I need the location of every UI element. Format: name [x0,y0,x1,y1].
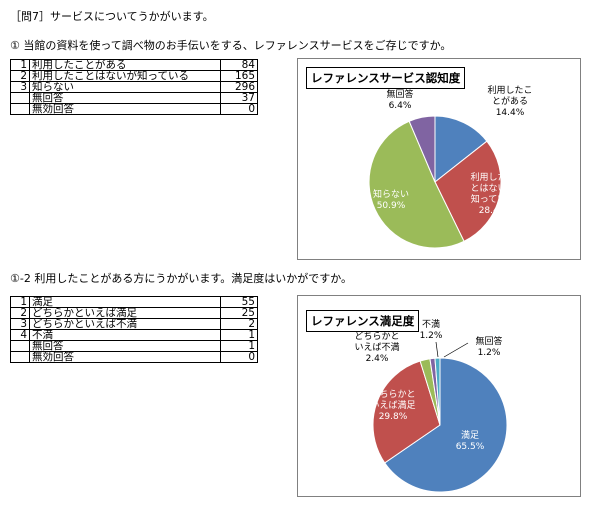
satisfaction-chart: レファレンス満足度 満足 65.5% どちらかと いえば満足 29.8% どちらかと いえば… [297,295,581,497]
awareness-chart-title: レファレンスサービス認知度 [306,67,466,89]
pie-slice [408,115,436,183]
slice-category-label: 無回答 [386,88,413,100]
slice-value-label: 6.4% [389,101,412,111]
table-cell-value: 55 [220,296,258,308]
table-cell-no: 1 [10,59,30,71]
table-row: 無効回答 0 [10,351,258,363]
satisfaction-pie: 満足65.5%どちらかといえば満足29.8%どちらかといえば不満2.4%不満1.… [354,319,508,493]
table-row: 4 不満 1 [10,329,258,341]
slice-value-label: 28.4% [479,206,508,216]
pie-slice [372,360,441,464]
slice-category-label: とはないが [470,182,515,194]
table-cell-label: 無回答 [29,340,221,352]
table-cell-no: 1 [10,296,30,308]
slice-category-label: 利用したこ [487,84,532,96]
slice-category-label: 満足 [461,430,479,441]
table-cell-no: 2 [10,307,30,319]
table-cell-label: 知らない [29,81,221,93]
table-cell-label: 無回答 [29,92,221,104]
q2-question: ①-2 利用したことがある方にうかがいます。満足度はいかがですか。 [10,272,353,285]
table-cell-value: 0 [220,351,258,363]
slice-category-label: いえば満足 [370,400,415,411]
table-cell-label: 無効回答 [29,351,221,363]
slice-value-label: 14.4% [496,108,525,118]
slice-category-label: 利用したこ [470,171,515,183]
section-header: ［問7］サービスについてうかがいます。 [10,10,214,23]
pie-slice [434,140,502,242]
table-row: 無回答 37 [10,92,258,104]
slice-value-label: 2.4% [366,354,389,364]
table-cell-label: どちらかといえば不満 [29,318,221,330]
table-row: 2 利用したことはないが知っている 165 [10,70,258,82]
table-cell-label: 利用したことがある [29,59,221,71]
table-cell-value: 296 [220,81,258,93]
table-row: 無効回答 0 [10,103,258,115]
table-row: 無回答 1 [10,340,258,352]
table-cell-label: 不満 [29,329,221,341]
table-cell-no [10,351,30,363]
q1-question: ① 当館の資料を使って調べ物のお手伝いをする、レファレンスサービスをご存じですか… [10,39,452,52]
table-row: 3 知らない 296 [10,81,258,93]
satisfaction-chart-title: レファレンス満足度 [306,310,420,332]
table-row: 1 満足 55 [10,296,258,308]
awareness-chart: レファレンスサービス認知度 利用したこ とがある 14.4% 利用したこ とはないが 知っ… [297,58,581,260]
table-row: 3 どちらかといえば不満 2 [10,318,258,330]
q1-table: 1 利用したことがある 84 2 利用したことはないが知っている 165 3 知らない 296 無… [10,59,258,115]
slice-value-label: 29.8% [379,412,408,422]
table-cell-value: 1 [220,329,258,341]
slice-category-label: どちらかと [354,331,399,342]
table-cell-no: 2 [10,70,30,82]
table-row: 1 利用したことがある 84 [10,59,258,71]
table-cell-label: 満足 [29,296,221,308]
pie-slice [434,115,488,184]
pie-slice [384,357,508,493]
table-cell-value: 25 [220,307,258,319]
table-cell-value: 2 [220,318,258,330]
table-cell-label: どちらかといえば満足 [29,307,221,319]
leader-line [435,341,439,358]
table-cell-no [10,340,30,352]
table-cell-no [10,103,30,115]
awareness-pie: 利用したことがある14.4%利用したことはないが知っている28.4%知らない50… [368,84,533,249]
table-row: 2 どちらかといえば満足 25 [10,307,258,319]
table-cell-value: 84 [220,59,258,71]
table-cell-value: 1 [220,340,258,352]
table-cell-value: 165 [220,70,258,82]
table-cell-value: 37 [220,92,258,104]
slice-value-label: 65.5% [456,442,485,452]
pie-slice [368,120,465,249]
slice-category-label: 知らない [373,188,409,200]
leader-line [443,342,469,358]
pie-slice [434,357,441,426]
slice-value-label: 1.2% [478,348,501,358]
slice-category-label: いえば不満 [354,342,399,353]
slice-value-label: 50.9% [377,201,406,211]
slice-category-label: とがある [492,95,528,107]
slice-category-label: 知っている [471,193,516,205]
table-cell-label: 利用したことはないが知っている [29,70,221,82]
table-cell-no: 4 [10,329,30,341]
table-cell-no [10,92,30,104]
slice-category-label: 無回答 [475,335,502,347]
table-cell-no: 3 [10,318,30,330]
slice-category-label: どちらかと [370,389,415,400]
slice-category-label: 不満 [422,319,440,330]
table-cell-label: 無効回答 [29,103,221,115]
table-cell-value: 0 [220,103,258,115]
table-cell-no: 3 [10,81,30,93]
slice-value-label: 1.2% [420,331,443,341]
q2-table: 1 満足 55 2 どちらかといえば満足 25 3 どちらかといえば不満 2 4 不満 1 無回答 1 無効… [10,296,258,363]
